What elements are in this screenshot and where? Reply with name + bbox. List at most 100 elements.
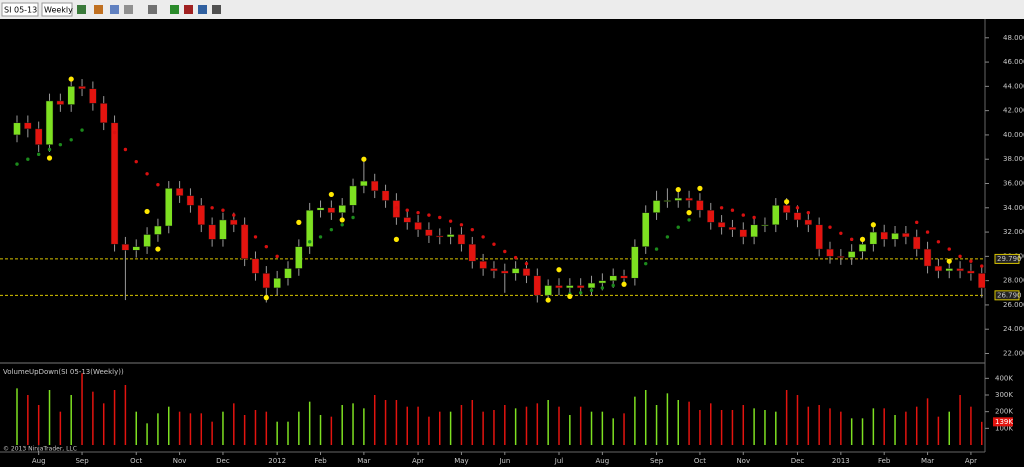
trail-stop: [741, 213, 745, 217]
trail-stop: [470, 227, 474, 232]
trail-stop: [123, 147, 128, 152]
candle-body: [923, 248, 932, 267]
trail-stop: [839, 231, 843, 235]
candle-body: [858, 243, 867, 252]
trail-stop: [112, 130, 117, 135]
instrument[interactable]: SI 05-13: [4, 6, 37, 15]
candle-body: [154, 225, 162, 235]
trail-stop: [242, 224, 247, 228]
candle-body: [717, 222, 726, 228]
candle-body: [197, 205, 206, 226]
level-label-box: [994, 253, 1020, 264]
x-tick-label: Feb: [314, 457, 327, 465]
candle-body: [815, 224, 823, 250]
candle-body: [511, 268, 520, 274]
candle-body: [663, 200, 672, 202]
candle-body: [56, 100, 65, 105]
swing-point: [621, 281, 627, 287]
indicator-button[interactable]: [170, 5, 179, 14]
candle-body: [956, 268, 964, 272]
level-label-box: [994, 290, 1020, 301]
candle-body: [739, 229, 748, 238]
trail-stop: [69, 138, 73, 142]
candle-body: [165, 188, 173, 227]
bar-type-button[interactable]: [77, 5, 86, 14]
candle-body: [967, 270, 975, 274]
candle-body: [67, 86, 75, 105]
trail-stop: [947, 247, 951, 251]
candle-body: [696, 200, 704, 211]
trail-stop: [405, 208, 409, 212]
trail-stop: [980, 264, 984, 268]
swing-point: [144, 208, 150, 215]
candle-body: [869, 231, 878, 245]
candle-body: [327, 207, 336, 213]
trail-stop: [15, 162, 19, 166]
candle-body: [902, 233, 910, 238]
candle-body: [45, 100, 54, 145]
zoom-button[interactable]: [148, 5, 157, 14]
swing-point: [68, 76, 74, 82]
swing-point: [675, 186, 681, 193]
x-tick-label: Jul: [554, 457, 564, 465]
trail-stop: [665, 235, 670, 239]
x-tick-label: Dec: [216, 457, 230, 465]
volume-last-label: 139K: [995, 418, 1013, 426]
candle-body: [99, 103, 108, 124]
candle-body: [414, 222, 422, 230]
trail-stop: [600, 286, 605, 290]
swing-point: [697, 185, 703, 191]
candle-body: [273, 277, 281, 289]
x-tick-label: Dec: [791, 457, 805, 465]
candle-body: [436, 235, 444, 238]
candle-body: [598, 280, 607, 284]
instrument-box[interactable]: [1, 2, 39, 17]
trail-stop: [156, 183, 160, 187]
volume-last-box: [993, 417, 1013, 427]
candle-body: [110, 122, 119, 245]
candle-body: [370, 180, 379, 192]
trail-stop: [340, 223, 344, 227]
y-tick-label: 40.000: [1003, 131, 1024, 139]
trail-stop: [47, 147, 52, 152]
toolbar: SI 05-13 Weekly: [0, 0, 1024, 19]
swing-point: [686, 210, 692, 216]
x-tick-label: 2012: [268, 457, 286, 465]
candle-body: [381, 190, 390, 201]
period[interactable]: Weekly: [44, 6, 73, 15]
trail-stop: [232, 213, 236, 217]
swing-point: [556, 267, 562, 273]
trail-stop: [459, 223, 464, 227]
candle-body: [728, 226, 737, 230]
y-tick-label: 26.000: [1003, 301, 1024, 309]
candle-body: [912, 236, 921, 250]
data-box-button[interactable]: [212, 5, 221, 14]
pencil-button[interactable]: [110, 5, 119, 14]
level-label: 29.790: [997, 255, 1022, 263]
strategy-button[interactable]: [184, 5, 193, 14]
candle-body: [533, 275, 542, 296]
swing-point: [859, 236, 866, 242]
swing-point: [946, 258, 952, 264]
candle-body: [425, 229, 433, 236]
period-box[interactable]: [41, 2, 73, 17]
y-tick-label: 36.000: [1003, 180, 1024, 188]
candle-body: [576, 285, 585, 289]
properties-button[interactable]: [198, 5, 207, 14]
candle-body: [641, 212, 650, 247]
candle-body: [251, 258, 260, 274]
crosshair-button[interactable]: [124, 5, 133, 14]
trail-stop: [221, 208, 225, 212]
candle-body: [674, 197, 682, 201]
candle-body: [457, 234, 466, 245]
trail-stop: [275, 254, 279, 259]
candle-body: [847, 251, 856, 258]
candle-body: [750, 224, 758, 238]
draw-button[interactable]: [94, 5, 103, 14]
volume-tick-label: 300K: [995, 391, 1013, 399]
candle-body: [316, 207, 325, 211]
trail-stop: [589, 288, 594, 293]
trail-stop: [58, 142, 63, 147]
